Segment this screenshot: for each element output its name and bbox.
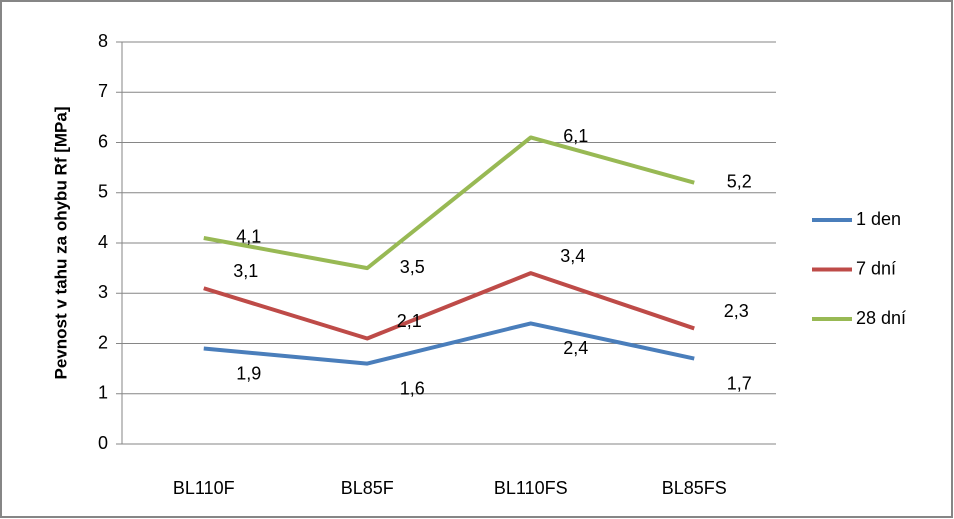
data-label: 2,4 — [563, 338, 588, 358]
y-tick-label: 1 — [98, 383, 108, 403]
x-tick-label: BL85F — [341, 478, 394, 498]
data-label: 6,1 — [563, 126, 588, 146]
y-tick-label: 6 — [98, 131, 108, 151]
data-label: 2,1 — [397, 311, 422, 331]
y-tick-label: 4 — [98, 232, 108, 252]
legend-label: 1 den — [856, 209, 901, 229]
y-axis-label: Pevnost v tahu za ohybu Rf [MPa] — [51, 107, 70, 380]
legend-label: 28 dní — [856, 308, 906, 328]
data-label: 1,6 — [400, 378, 425, 398]
y-tick-label: 3 — [98, 282, 108, 302]
data-label: 2,3 — [724, 301, 749, 321]
data-label: 3,5 — [400, 257, 425, 277]
x-tick-label: BL85FS — [662, 478, 727, 498]
y-tick-label: 0 — [98, 433, 108, 453]
data-label: 1,9 — [236, 363, 261, 383]
y-tick-label: 2 — [98, 332, 108, 352]
x-tick-label: BL110FS — [494, 478, 568, 498]
legend-label: 7 dní — [856, 258, 896, 278]
series-line — [203, 271, 695, 341]
series-line — [203, 135, 695, 271]
series-line — [203, 321, 695, 366]
data-label: 4,1 — [236, 227, 261, 247]
x-tick-label: BL110F — [173, 478, 235, 498]
y-tick-label: 8 — [98, 31, 108, 51]
y-tick-label: 5 — [98, 182, 108, 202]
data-label: 1,7 — [727, 373, 752, 393]
data-label: 3,1 — [233, 261, 258, 281]
data-label: 3,4 — [560, 246, 585, 266]
y-tick-label: 7 — [98, 81, 108, 101]
data-label: 5,2 — [727, 171, 752, 191]
